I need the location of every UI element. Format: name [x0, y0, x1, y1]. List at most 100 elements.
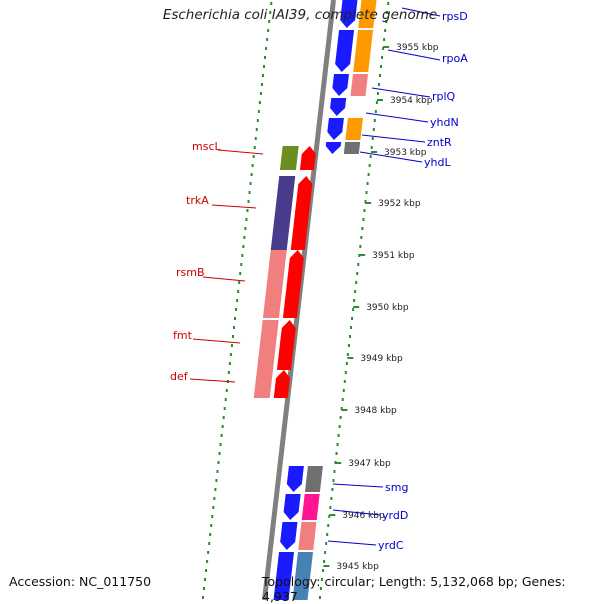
left-dot [229, 353, 232, 356]
right-dot [347, 344, 350, 347]
right-dot [365, 191, 368, 194]
right-dot [353, 299, 356, 302]
reverse-gene-label: fmt [173, 329, 193, 342]
left-dot [235, 308, 238, 311]
right-dot [341, 398, 344, 401]
gene-labels: rpsD rpoA rplQ yhdN zntR yhdL smg yrdD yrdC mscL t… [170, 7, 468, 552]
dotted-guides [201, 2, 390, 599]
left-dot [256, 119, 259, 122]
forward-gene-block [358, 0, 377, 28]
right-dot [384, 29, 387, 32]
reverse-gene-block [256, 320, 279, 370]
right-dot [374, 110, 377, 113]
left-dot [210, 524, 213, 527]
reverse-gene-label: trkA [186, 194, 209, 207]
left-dot [224, 398, 227, 401]
forward-gene-block [283, 494, 301, 520]
forward-gene-label: rpsD [442, 10, 468, 23]
forward-gene-block [343, 142, 361, 154]
left-dot [227, 371, 230, 374]
forward-gene-block [340, 0, 358, 28]
reverse-gene-leader [189, 378, 236, 383]
right-dot [345, 362, 348, 365]
right-dot [381, 56, 384, 59]
reverse-gene-block [279, 146, 299, 170]
right-dot [318, 596, 321, 599]
forward-gene-label: rpoA [442, 52, 468, 65]
left-dot [209, 533, 212, 536]
left-dot [265, 47, 268, 50]
left-dot [238, 281, 241, 284]
left-dot [239, 272, 242, 275]
forward-gene-leader [401, 7, 441, 17]
reverse-gene-block [262, 250, 287, 318]
scale-label: 3953 kbp [384, 148, 427, 158]
reverse-gene-block [276, 320, 296, 370]
right-dot [371, 137, 374, 140]
scale-label: 3954 kbp [390, 96, 433, 106]
left-dot [243, 236, 246, 239]
scale-label: 3952 kbp [378, 199, 421, 209]
left-dot [217, 461, 220, 464]
left-dot [212, 506, 215, 509]
right-dot [322, 569, 325, 572]
left-dot [264, 56, 267, 59]
left-dot [215, 479, 218, 482]
right-dot [377, 83, 380, 86]
right-dot [367, 173, 370, 176]
forward-gene-block [345, 118, 363, 140]
reverse-gene-leader [217, 149, 264, 155]
left-dot [204, 578, 207, 581]
left-dot [207, 551, 210, 554]
left-dot [236, 299, 239, 302]
map-title: Escherichia coli IAI39, complete genome [162, 7, 438, 23]
right-dot [323, 560, 326, 563]
left-dot [228, 362, 231, 365]
right-dot [350, 326, 353, 329]
left-dot [214, 488, 217, 491]
right-dot [387, 2, 390, 5]
right-dot [362, 218, 365, 221]
left-dot [205, 569, 208, 572]
right-dot [324, 551, 327, 554]
right-dot [363, 209, 366, 212]
left-dot [251, 164, 254, 167]
forward-gene-block [332, 74, 349, 96]
right-dot [385, 20, 388, 23]
forward-gene-label: zntR [427, 136, 452, 149]
right-dot [332, 479, 335, 482]
left-dot [263, 65, 266, 68]
right-dot [346, 353, 349, 356]
forward-gene-block [298, 522, 317, 550]
right-dot [383, 38, 386, 41]
right-dot [351, 317, 354, 320]
reverse-gene-block [270, 176, 296, 250]
right-dot [325, 542, 328, 545]
left-dot [222, 416, 225, 419]
forward-gene-label: rplQ [432, 90, 456, 103]
right-dot [375, 101, 378, 104]
forward-gene-label: yhdN [430, 116, 459, 129]
left-dot [241, 254, 244, 257]
left-dot [268, 20, 271, 23]
forward-gene-label: yrdC [378, 539, 404, 552]
left-dot [223, 407, 226, 410]
right-dot [340, 407, 343, 410]
left-dot [231, 335, 234, 338]
right-dot [328, 515, 331, 518]
left-dot [218, 452, 221, 455]
right-dot [380, 65, 383, 68]
right-dot [330, 497, 333, 500]
right-dot [355, 281, 358, 284]
gene-tracks [253, 0, 377, 600]
forward-gene-leader [359, 151, 423, 163]
right-dot [364, 200, 367, 203]
right-dot [344, 371, 347, 374]
forward-gene-block [350, 74, 368, 96]
scale-label: 3951 kbp [372, 251, 415, 261]
right-dot [352, 308, 355, 311]
right-dot [329, 506, 332, 509]
left-dot [253, 146, 256, 149]
left-dot [230, 344, 233, 347]
left-dot [257, 110, 260, 113]
